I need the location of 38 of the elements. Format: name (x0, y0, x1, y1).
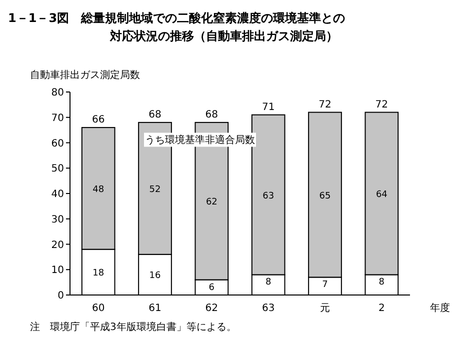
data-label: 7 (322, 280, 328, 290)
x-tick-label: 63 (262, 303, 275, 314)
x-tick-label: 元 (320, 303, 330, 314)
data-label: 8 (378, 278, 385, 288)
text: 注 環境庁「平成3年版環境白書」等による。 (30, 321, 236, 333)
x-tick-label: 2 (378, 303, 385, 314)
data-label: 64 (376, 190, 388, 200)
total-label: 66 (92, 114, 105, 126)
series-label: うち環境基準非適合局数 (145, 134, 255, 146)
total-label: 71 (262, 102, 275, 113)
x-tick-label: 61 (148, 303, 162, 314)
data-label: 52 (149, 184, 161, 195)
y-tick-label: 80 (51, 88, 64, 98)
x-tick-label: 60 (92, 303, 105, 314)
data-label: 65 (319, 191, 331, 202)
data-label: 6 (208, 282, 215, 293)
total-label: 68 (205, 109, 218, 120)
y-tick-label: 0 (58, 290, 64, 302)
y-tick-label: 10 (51, 265, 64, 276)
y-tick-label: 70 (51, 112, 64, 124)
chart-title: 1－1－3図 総量規制地域での二酸化窒素濃度の環境基準との対応状況の推移（自動車排出ガス測定局） (8, 11, 346, 43)
total-label: 72 (318, 99, 332, 110)
y-tick-label: 20 (51, 240, 64, 251)
data-label: 48 (92, 184, 104, 195)
data-label: 18 (92, 268, 104, 279)
data-label: 8 (265, 278, 272, 288)
data-label: 62 (206, 198, 218, 208)
y-tick-label: 60 (51, 138, 64, 150)
total-label: 72 (375, 99, 388, 110)
y-axis-title: 自動車排出ガス測定局数 (30, 69, 140, 81)
y-tick-label: 30 (51, 214, 64, 226)
x-tick-label: 62 (205, 303, 218, 314)
data-label: 63 (262, 191, 274, 202)
data-label: 16 (149, 271, 161, 282)
total-label: 68 (148, 109, 162, 120)
y-tick-label: 50 (51, 164, 64, 175)
x-axis-title: 年度 (430, 302, 450, 314)
y-tick-label: 40 (51, 189, 64, 200)
